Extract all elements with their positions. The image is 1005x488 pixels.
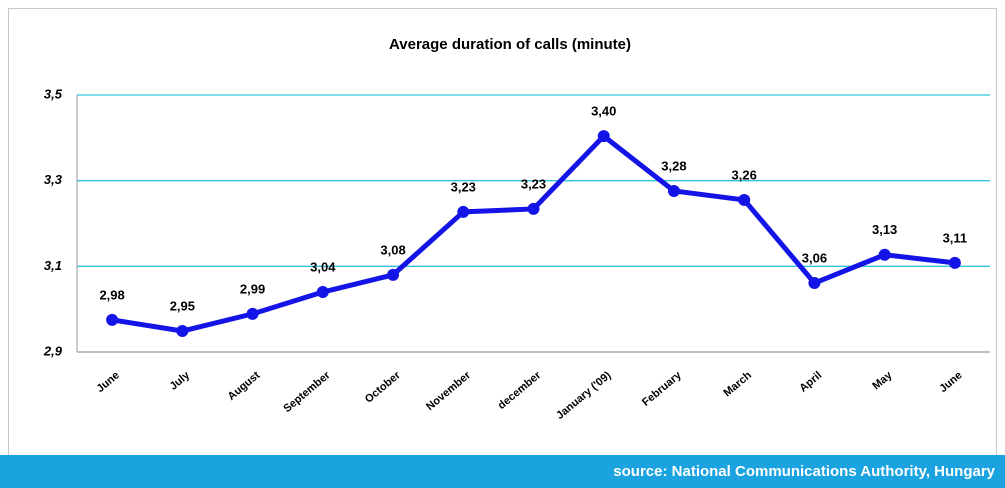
point (597, 130, 610, 143)
value-label: 3,40 (591, 104, 616, 119)
y-tick-label: 3,5 (44, 86, 63, 101)
y-tick-label: 3,3 (44, 172, 63, 187)
point (316, 286, 329, 299)
point (738, 193, 751, 206)
value-label: 2,99 (240, 281, 265, 296)
y-tick-label: 2,9 (43, 343, 63, 358)
value-label: 2,98 (99, 287, 124, 302)
chart-title: Average duration of calls (minute) (389, 36, 631, 53)
point (457, 205, 470, 218)
source: source: National Communications Authorit… (613, 463, 995, 480)
point (878, 248, 891, 261)
point (387, 268, 400, 281)
value-label: 3,04 (310, 259, 336, 274)
value-label: 2,95 (170, 298, 195, 313)
value-label: 3,08 (380, 242, 405, 257)
footer-bar (0, 455, 1005, 488)
point (176, 325, 189, 338)
point (667, 184, 680, 197)
value-label: 3,23 (521, 176, 546, 191)
point (808, 277, 821, 290)
value-label: 3,23 (451, 179, 476, 194)
y-tick-label: 3,1 (44, 258, 62, 273)
value-label: 3,11 (943, 230, 968, 245)
value-label: 3,28 (661, 158, 686, 173)
value-label: 3,13 (872, 222, 897, 237)
value-label: 3,06 (802, 250, 827, 265)
point (948, 256, 961, 269)
value-label: 3,26 (732, 167, 757, 182)
point (527, 202, 540, 215)
point (106, 313, 119, 326)
point (246, 307, 259, 320)
chart-frame (8, 8, 997, 456)
